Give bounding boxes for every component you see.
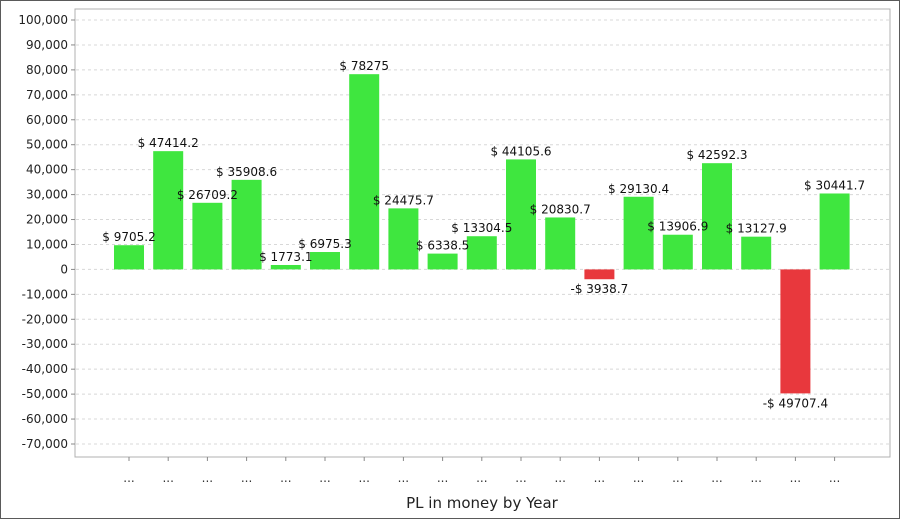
bar[interactable] <box>466 236 497 270</box>
x-tick-label: ... <box>790 471 801 485</box>
x-tick-label: ... <box>711 471 722 485</box>
x-tick-label: ... <box>280 471 291 485</box>
bar[interactable] <box>584 269 615 280</box>
y-tick-label: 30,000 <box>26 188 68 202</box>
x-tick-label: ... <box>162 471 173 485</box>
y-tick-label: 70,000 <box>26 88 68 102</box>
x-tick-label: ... <box>476 471 487 485</box>
bar[interactable] <box>545 217 576 270</box>
bar-value-label: $ 44105.6 <box>490 144 551 158</box>
y-tick-label: -70,000 <box>22 437 68 451</box>
bar-value-label: $ 1773.1 <box>259 250 312 264</box>
data-labels: $ 9705.2 $ 47414.2 $ 26709.2 $ 35908.6 $ 177… <box>102 59 865 410</box>
y-tick-label: -50,000 <box>22 387 68 401</box>
bar-value-label: $ 13906.9 <box>647 220 708 234</box>
bar[interactable] <box>270 264 301 270</box>
bar-value-label: $ 30441.7 <box>804 178 865 192</box>
x-tick-label: ... <box>123 471 134 485</box>
x-tick-label: ... <box>633 471 644 485</box>
bar[interactable] <box>114 245 144 270</box>
y-tick-label: -20,000 <box>22 312 68 326</box>
bar[interactable] <box>427 253 458 270</box>
bar[interactable] <box>623 196 654 270</box>
bar-value-label: $ 6975.3 <box>298 237 351 251</box>
bar-value-label: $ 35908.6 <box>216 165 277 179</box>
y-tick-label: 40,000 <box>26 163 68 177</box>
bar-value-label: -$ 3938.7 <box>571 282 629 296</box>
bar-value-label: $ 78275 <box>339 59 389 73</box>
bar[interactable] <box>780 269 811 394</box>
y-tick-label: 50,000 <box>26 138 68 152</box>
bar[interactable] <box>310 252 340 270</box>
x-axis: ........................................… <box>123 457 840 485</box>
bar-value-label: $ 42592.3 <box>686 148 747 162</box>
bar[interactable] <box>349 74 380 270</box>
x-tick-label: ... <box>358 471 369 485</box>
x-tick-label: ... <box>594 471 605 485</box>
bar-value-label: $ 13127.9 <box>726 222 787 236</box>
y-tick-label: 100,000 <box>18 13 68 27</box>
y-tick-label: -30,000 <box>22 337 68 351</box>
x-tick-label: ... <box>202 471 213 485</box>
y-axis: -70,000 -60,000 -50,000 -40,000 -30,000 -20,0… <box>18 13 75 451</box>
x-tick-label: ... <box>437 471 448 485</box>
x-tick-label: ... <box>829 471 840 485</box>
y-tick-label: 20,000 <box>26 213 68 227</box>
x-tick-label: ... <box>515 471 526 485</box>
bar[interactable] <box>702 163 732 270</box>
x-axis-title: PL in money by Year <box>406 494 559 512</box>
y-tick-label: 10,000 <box>26 237 68 251</box>
bars <box>114 74 850 394</box>
x-tick-label: ... <box>672 471 683 485</box>
x-tick-label: ... <box>398 471 409 485</box>
bar[interactable] <box>388 208 419 270</box>
y-tick-label: -10,000 <box>22 287 68 301</box>
bar-value-label: $ 29130.4 <box>608 182 669 196</box>
bar[interactable] <box>192 202 223 270</box>
y-tick-label: 0 <box>60 262 68 276</box>
bar[interactable] <box>662 234 693 270</box>
bar-value-label: -$ 49707.4 <box>763 396 828 410</box>
bar[interactable] <box>231 179 262 270</box>
bar-value-label: $ 20830.7 <box>530 202 591 216</box>
x-tick-label: ... <box>750 471 761 485</box>
y-tick-label: -40,000 <box>22 362 68 376</box>
bar-value-label: $ 24475.7 <box>373 193 434 207</box>
bar-value-label: $ 6338.5 <box>416 239 469 253</box>
y-tick-label: 60,000 <box>26 113 68 127</box>
x-tick-label: ... <box>554 471 565 485</box>
bar[interactable] <box>506 159 536 270</box>
bar[interactable] <box>741 236 772 270</box>
bar[interactable] <box>819 193 850 270</box>
x-tick-label: ... <box>241 471 252 485</box>
bar-value-label: $ 47414.2 <box>138 136 199 150</box>
y-tick-label: 80,000 <box>26 63 68 77</box>
bar-value-label: $ 13304.5 <box>451 221 512 235</box>
x-tick-label: ... <box>319 471 330 485</box>
bar-value-label: $ 26709.2 <box>177 188 238 202</box>
bar[interactable] <box>153 151 184 270</box>
bar-value-label: $ 9705.2 <box>102 230 155 244</box>
y-tick-label: -60,000 <box>22 412 68 426</box>
y-tick-label: 90,000 <box>26 38 68 52</box>
